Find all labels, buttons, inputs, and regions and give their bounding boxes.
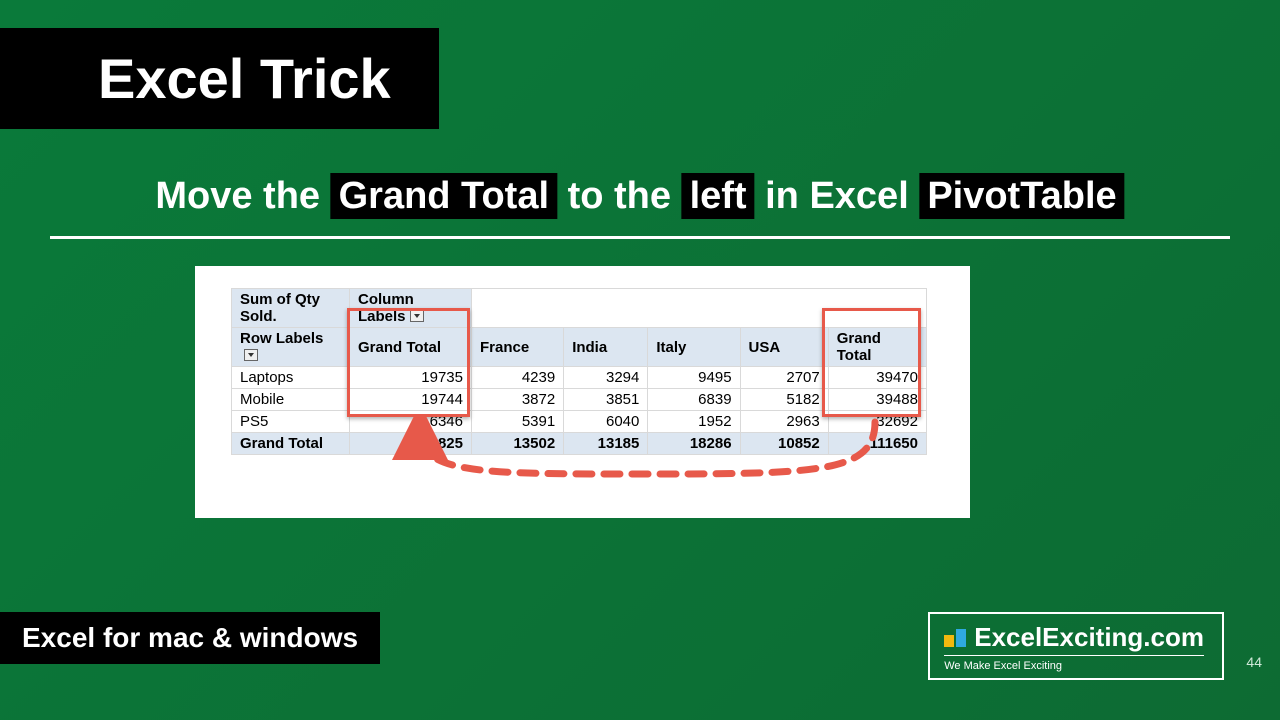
header-country: India — [564, 328, 648, 367]
pivot-corner-label: Sum of Qty Sold. — [232, 289, 350, 328]
footer-badge: Excel for mac & windows — [0, 612, 380, 664]
row-labels-text: Row Labels — [240, 330, 323, 347]
grand-total-label: Grand Total — [232, 433, 350, 455]
cell-value: 9495 — [648, 367, 740, 389]
row-label: Mobile — [232, 389, 350, 411]
brand-box: ExcelExciting.com We Make Excel Exciting — [928, 612, 1224, 680]
curved-arrow-icon — [365, 414, 905, 504]
cell-value: 4239 — [472, 367, 564, 389]
header-country: USA — [740, 328, 828, 367]
highlight-box-right — [822, 308, 921, 417]
divider-line — [50, 236, 1230, 239]
cell-value: 3872 — [472, 389, 564, 411]
dropdown-icon[interactable] — [244, 349, 258, 361]
row-label: PS5 — [232, 411, 350, 433]
bar — [956, 629, 966, 647]
subtitle: Move the Grand Total to the left in Exce… — [155, 175, 1124, 218]
subtitle-text: in Excel — [755, 175, 920, 217]
highlight-left: left — [682, 173, 755, 219]
highlight-box-left — [347, 308, 470, 417]
highlight-grand-total: Grand Total — [331, 173, 557, 219]
cell-value: 2707 — [740, 367, 828, 389]
brand-name: ExcelExciting.com — [974, 622, 1204, 653]
spreadsheet-area: Sum of Qty Sold. Column Labels Row Label… — [195, 266, 970, 518]
page-number: 44 — [1246, 654, 1262, 670]
brand-bars-icon — [944, 629, 966, 647]
cell-value: 3294 — [564, 367, 648, 389]
header-country: Italy — [648, 328, 740, 367]
title-badge: Excel Trick — [0, 28, 439, 129]
cell-value: 5182 — [740, 389, 828, 411]
header-country: France — [472, 328, 564, 367]
row-labels-cell[interactable]: Row Labels — [232, 328, 350, 367]
row-label: Laptops — [232, 367, 350, 389]
subtitle-text: to the — [557, 175, 682, 217]
brand-tagline: We Make Excel Exciting — [944, 655, 1204, 672]
bar — [944, 635, 954, 647]
cell-value: 6839 — [648, 389, 740, 411]
subtitle-text: Move the — [155, 175, 330, 217]
highlight-pivottable: PivotTable — [919, 173, 1124, 219]
cell-value: 3851 — [564, 389, 648, 411]
